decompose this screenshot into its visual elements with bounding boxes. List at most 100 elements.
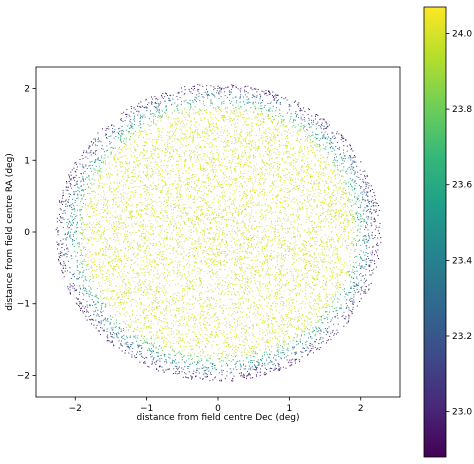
scatter-point (285, 130, 287, 132)
scatter-point (173, 360, 175, 361)
scatter-point (206, 177, 208, 179)
scatter-point (223, 250, 225, 252)
scatter-point (114, 129, 116, 131)
scatter-point (199, 163, 201, 165)
scatter-point (369, 264, 371, 266)
scatter-point (303, 187, 305, 188)
scatter-point (267, 342, 269, 343)
scatter-point (117, 173, 119, 175)
scatter-point (156, 211, 158, 213)
scatter-point (178, 361, 180, 363)
scatter-point (192, 174, 194, 176)
scatter-point (96, 224, 98, 226)
scatter-point (359, 219, 361, 221)
scatter-point (197, 271, 199, 273)
scatter-point (125, 209, 127, 211)
scatter-point (186, 303, 188, 305)
scatter-point (168, 224, 169, 226)
scatter-point (308, 228, 310, 230)
scatter-point (203, 311, 205, 313)
scatter-point (272, 318, 274, 320)
scatter-point (210, 100, 212, 102)
scatter-point (169, 311, 171, 313)
scatter-point (372, 203, 374, 205)
scatter-point (203, 317, 205, 319)
scatter-point (320, 342, 322, 344)
scatter-point (189, 127, 191, 129)
scatter-point (202, 220, 204, 222)
scatter-point (160, 311, 162, 313)
scatter-point (356, 165, 358, 167)
scatter-point (232, 378, 234, 380)
scatter-point (342, 187, 344, 189)
scatter-point (254, 270, 256, 272)
scatter-point (268, 141, 270, 143)
scatter-point (171, 135, 173, 137)
scatter-point (289, 365, 291, 367)
scatter-point (242, 156, 244, 157)
scatter-point (145, 356, 147, 358)
scatter-point (357, 217, 358, 218)
scatter-point (285, 137, 287, 139)
scatter-point (127, 203, 129, 205)
scatter-point (262, 121, 264, 123)
scatter-point (303, 249, 305, 251)
scatter-point (185, 212, 187, 214)
scatter-point (59, 216, 61, 217)
scatter-point (58, 219, 60, 221)
scatter-point (287, 155, 289, 157)
scatter-point (265, 351, 267, 353)
scatter-point (276, 272, 278, 273)
scatter-point (330, 204, 332, 206)
scatter-point (194, 99, 196, 101)
scatter-point (234, 262, 236, 264)
scatter-point (259, 330, 261, 332)
scatter-point (258, 251, 260, 253)
scatter-point (246, 256, 248, 258)
scatter-point (160, 255, 162, 257)
scatter-point (298, 239, 300, 241)
scatter-point (215, 331, 217, 333)
scatter-point (229, 120, 231, 122)
scatter-point (124, 350, 126, 352)
scatter-point (306, 346, 308, 348)
scatter-point (216, 133, 218, 134)
scatter-point (287, 137, 288, 139)
scatter-point (243, 153, 245, 155)
scatter-point (258, 241, 260, 243)
scatter-point (360, 287, 362, 288)
scatter-point (217, 239, 219, 241)
scatter-point (147, 284, 149, 286)
scatter-point (113, 125, 115, 127)
scatter-point (97, 157, 99, 159)
scatter-point (208, 306, 210, 308)
scatter-point (92, 277, 94, 279)
scatter-point (323, 137, 325, 139)
scatter-point (326, 296, 328, 298)
scatter-point (313, 306, 315, 308)
scatter-point (345, 273, 347, 275)
scatter-point (242, 258, 244, 260)
scatter-point (295, 189, 297, 191)
scatter-point (195, 241, 197, 243)
scatter-point (217, 184, 219, 186)
scatter-point (112, 336, 114, 338)
scatter-point (126, 234, 128, 236)
scatter-point (273, 317, 275, 319)
scatter-point (157, 130, 159, 132)
scatter-point (332, 209, 334, 211)
scatter-point (190, 208, 192, 210)
scatter-point (367, 256, 369, 257)
scatter-point (264, 93, 266, 95)
scatter-point (245, 278, 246, 280)
scatter-point (186, 138, 188, 140)
scatter-point (304, 268, 306, 270)
scatter-point (310, 322, 312, 324)
scatter-point (343, 229, 345, 230)
scatter-point (279, 206, 281, 208)
scatter-point (151, 141, 153, 143)
scatter-point (213, 240, 215, 242)
scatter-point (153, 177, 154, 179)
scatter-point (185, 254, 187, 256)
